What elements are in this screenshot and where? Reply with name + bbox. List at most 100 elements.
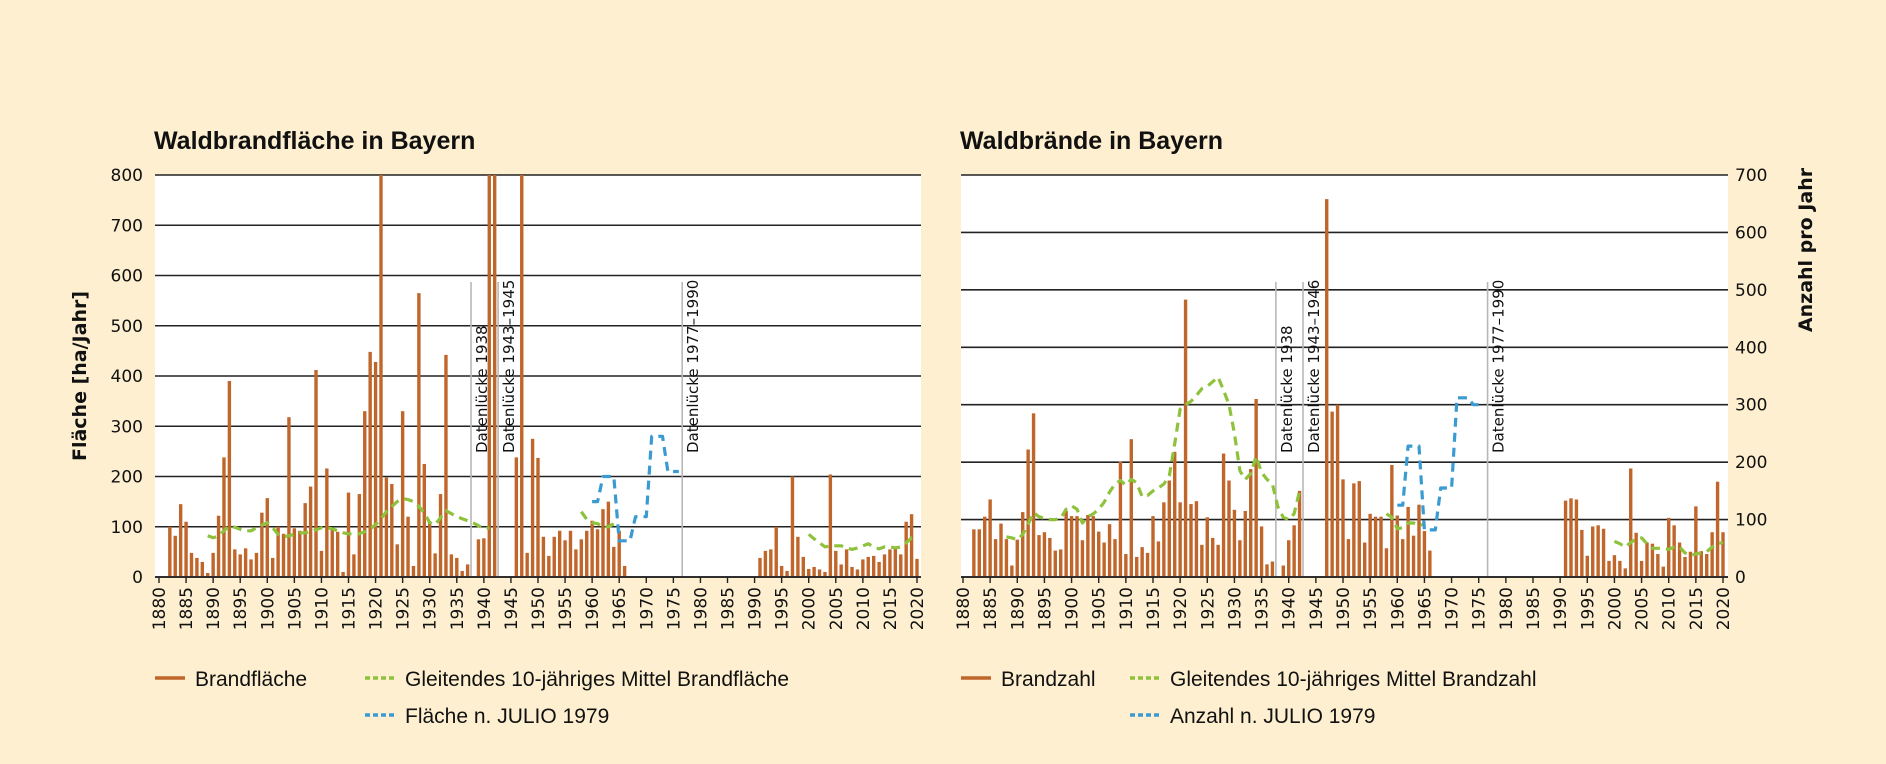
bar: [314, 369, 318, 577]
moving-average-line: [1613, 536, 1724, 557]
data-gap-label: Datenlücke 1977–1990: [684, 280, 702, 453]
bar: [465, 564, 470, 577]
bar: [476, 539, 481, 577]
bar: [1194, 501, 1199, 577]
x-tick-label: 1895: [1035, 587, 1055, 630]
bar: [1574, 499, 1579, 577]
bar: [785, 570, 789, 577]
bar: [308, 486, 313, 577]
bar: [1629, 468, 1633, 577]
bar: [1650, 543, 1655, 577]
bar: [1639, 560, 1644, 577]
legend-label: Anzahl n. JULIO 1979: [1170, 705, 1375, 728]
chart-title: Waldbrandfläche in Bayern: [154, 127, 475, 155]
bar: [1672, 525, 1676, 577]
bar: [438, 494, 443, 577]
bar: [400, 411, 405, 577]
legend-label: Brandzahl: [1001, 668, 1096, 691]
bar: [541, 536, 546, 577]
bar: [520, 175, 524, 577]
x-tick-label: 1905: [1090, 587, 1110, 630]
bar: [769, 549, 773, 577]
x-tick-label: 1940: [475, 587, 495, 630]
x-tick-label: 1945: [502, 587, 522, 630]
legend-item: Brandzahl: [961, 668, 1096, 691]
bar: [1287, 540, 1291, 577]
bar: [855, 569, 860, 577]
bar: [379, 175, 383, 577]
bar: [1097, 531, 1101, 577]
bar: [888, 549, 892, 577]
bar: [200, 561, 205, 577]
y-tick-label: 200: [1735, 453, 1767, 473]
legend-label: Gleitendes 10-jähriges Mittel Brandfläch…: [405, 668, 789, 691]
data-gap-label: Datenlücke 1943–1946: [1305, 280, 1323, 453]
x-tick-label: 1930: [1225, 587, 1245, 630]
x-tick-label: 2015: [881, 587, 901, 630]
x-tick-label: 1990: [1551, 587, 1571, 630]
x-tick-label: 1990: [746, 587, 766, 630]
moving-average-line: [807, 533, 918, 552]
bar: [1569, 498, 1573, 577]
bar: [482, 538, 486, 577]
bar: [547, 555, 551, 577]
bar: [790, 476, 795, 577]
bar: [449, 554, 454, 577]
bar: [211, 552, 215, 577]
bar: [1292, 525, 1296, 577]
bar: [1395, 515, 1399, 577]
bar: [184, 521, 188, 577]
bar: [807, 568, 811, 577]
bar: [1363, 542, 1367, 577]
bar: [1129, 439, 1133, 577]
bar: [238, 554, 242, 577]
legend-item: Anzahl n. JULIO 1979: [1130, 705, 1375, 728]
bar: [1667, 517, 1671, 577]
bar: [1010, 565, 1014, 577]
moving-average-line: [1385, 512, 1425, 531]
bar: [993, 539, 998, 577]
bar: [999, 523, 1003, 577]
bar: [1656, 554, 1660, 577]
x-tick-label: 1890: [1008, 587, 1028, 630]
bar: [1341, 479, 1345, 577]
x-tick-label: 1995: [1578, 587, 1598, 630]
legend-item: Fläche n. JULIO 1979: [365, 705, 609, 728]
bar: [617, 530, 621, 577]
x-tick-label: 1970: [637, 587, 657, 630]
bar: [1015, 539, 1019, 577]
bar: [384, 477, 389, 577]
y-tick-label: 300: [1735, 396, 1767, 416]
bar: [1102, 542, 1106, 577]
bar: [871, 555, 876, 577]
bar: [834, 550, 838, 577]
bar: [1683, 556, 1687, 577]
bar: [1368, 513, 1372, 577]
bar: [823, 571, 827, 577]
x-tick-label: 2005: [1633, 587, 1653, 630]
y-tick-label: 500: [111, 317, 143, 337]
bar: [909, 514, 914, 577]
x-tick-label: 1940: [1280, 587, 1300, 630]
bar: [330, 529, 334, 577]
bar: [433, 553, 437, 577]
x-tick-label: 1975: [1470, 587, 1490, 630]
bar: [222, 457, 226, 577]
bar: [983, 516, 987, 577]
bar: [839, 564, 843, 577]
bar: [882, 554, 887, 577]
bar: [590, 520, 594, 577]
x-tick-label: 1920: [367, 587, 387, 630]
legend-item: Gleitendes 10-jähriges Mittel Brandzahl: [1130, 668, 1537, 691]
bar: [1238, 540, 1242, 577]
x-tick-label: 1880: [954, 587, 974, 630]
bar: [395, 544, 399, 577]
bar: [1135, 556, 1139, 577]
bar: [1379, 516, 1383, 577]
bar: [444, 354, 448, 577]
x-tick-label: 1975: [664, 587, 684, 630]
bar: [352, 554, 356, 577]
bar: [1325, 199, 1329, 577]
bar: [1335, 404, 1340, 577]
